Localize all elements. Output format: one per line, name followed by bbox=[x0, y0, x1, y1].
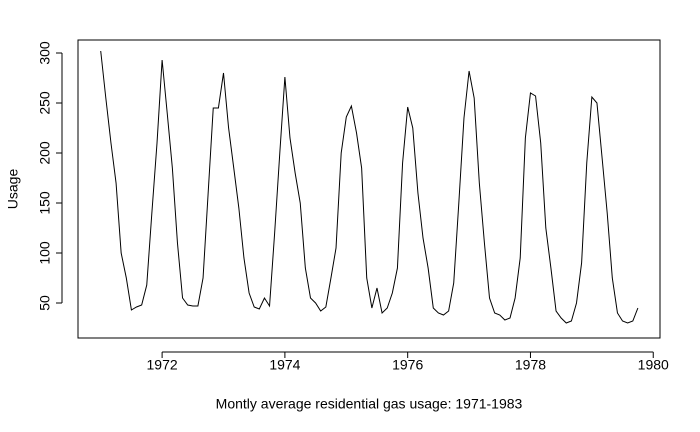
plot-frame bbox=[77, 39, 661, 339]
data-line bbox=[100, 50, 639, 324]
y-tick-label: 100 bbox=[37, 241, 53, 265]
y-tick-label: 50 bbox=[37, 295, 53, 311]
x-tick-label: 1974 bbox=[269, 357, 300, 373]
y-tick-label: 200 bbox=[37, 141, 53, 165]
x-tick-label: 1972 bbox=[147, 357, 178, 373]
y-tick-label: 300 bbox=[37, 41, 53, 65]
y-axis-label: Usage bbox=[5, 169, 21, 210]
x-axis-label: Montly average residential gas usage: 19… bbox=[216, 396, 523, 412]
y-tick-label: 150 bbox=[37, 191, 53, 215]
x-tick-label: 1976 bbox=[392, 357, 423, 373]
x-tick-label: 1980 bbox=[638, 357, 669, 373]
y-tick-label: 250 bbox=[37, 91, 53, 115]
x-tick-label: 1978 bbox=[515, 357, 546, 373]
